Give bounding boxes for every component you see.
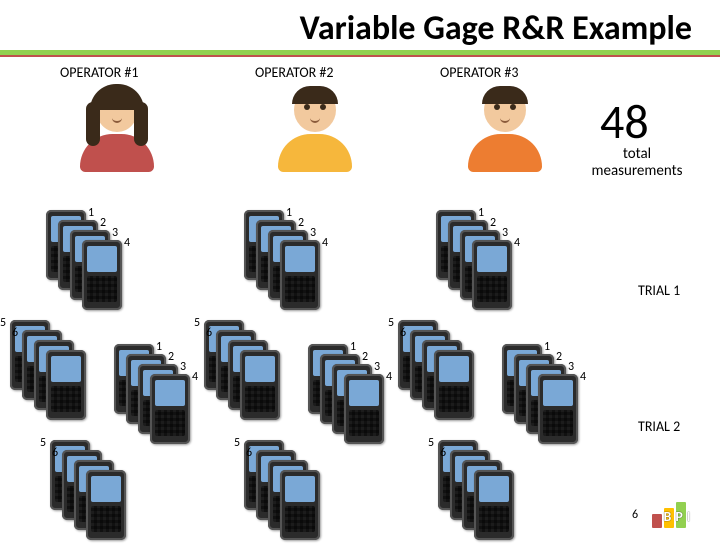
stack-number: 6 [400,326,406,340]
stack-number: 2 [556,350,562,364]
stack-number: 5 [40,436,46,450]
bpi-logo-text: BPI [650,502,708,530]
stack-number: 5 [388,316,394,330]
stack-number: 2 [100,216,106,230]
stack-number: 6 [440,446,446,460]
stack-number: 1 [350,340,356,354]
trial-label-2: TRIAL 2 [638,418,680,435]
operator-avatar-1 [72,82,162,172]
phone-stack-9: 5678 [50,440,170,550]
operator-label-3: OPERATOR #3 [440,64,518,81]
phone-stack-11: 5678 [438,440,558,550]
phone-icon [150,374,190,444]
stack-number: 5 [428,436,434,450]
stack-number: 1 [286,206,292,220]
stack-number: 3 [502,226,508,240]
phone-stack-5: 5678 [204,320,324,430]
stack-number: 4 [124,236,130,250]
stack-number: 1 [88,206,94,220]
stack-number: 5 [0,316,6,330]
stack-number: 4 [580,370,586,384]
operator-avatar-2 [270,82,360,172]
rule-red [0,55,720,57]
page-number: 6 [632,508,638,522]
stack-number: 6 [52,446,58,460]
total-caption: totalmeasurements [582,146,692,179]
stack-number: 5 [194,316,200,330]
phone-stack-10: 5678 [244,440,364,550]
phone-stack-2: 1234 [436,210,556,320]
stack-number: 5 [234,436,240,450]
stack-number: 3 [374,360,380,374]
phone-icon [474,470,514,540]
stack-number: 2 [490,216,496,230]
stack-number: 3 [180,360,186,374]
phone-icon [280,240,320,310]
operator-label-1: OPERATOR #1 [60,64,138,81]
stack-number: 1 [544,340,550,354]
phone-stack-0: 1234 [46,210,166,320]
trial-label-1: TRIAL 1 [638,282,680,299]
stack-number: 3 [568,360,574,374]
stack-number: 4 [322,236,328,250]
phone-icon [434,350,474,420]
stack-number: 4 [192,370,198,384]
page-title: Variable Gage R&R Example [300,8,692,49]
phone-icon [82,240,122,310]
operator-label-2: OPERATOR #2 [255,64,333,81]
stack-number: 3 [310,226,316,240]
stack-number: 6 [246,446,252,460]
stack-number: 6 [206,326,212,340]
phone-icon [280,470,320,540]
stack-number: 2 [298,216,304,230]
stack-number: 2 [362,350,368,364]
phone-icon [86,470,126,540]
phone-stack-7: 5678 [398,320,518,430]
phone-stack-8: 1234 [502,344,622,454]
stack-number: 6 [12,326,18,340]
phone-stack-1: 1234 [244,210,364,320]
stack-number: 3 [112,226,118,240]
stack-number: 4 [514,236,520,250]
phone-icon [538,374,578,444]
phone-icon [472,240,512,310]
phone-icon [344,374,384,444]
phone-icon [240,350,280,420]
stack-number: 4 [386,370,392,384]
total-count: 48 [600,92,649,151]
operator-avatar-3 [460,82,550,172]
stack-number: 2 [168,350,174,364]
stack-number: 1 [478,206,484,220]
phone-stack-3: 5678 [10,320,130,430]
bpi-logo: BPI [650,502,708,530]
phone-icon [46,350,86,420]
stack-number: 1 [156,340,162,354]
